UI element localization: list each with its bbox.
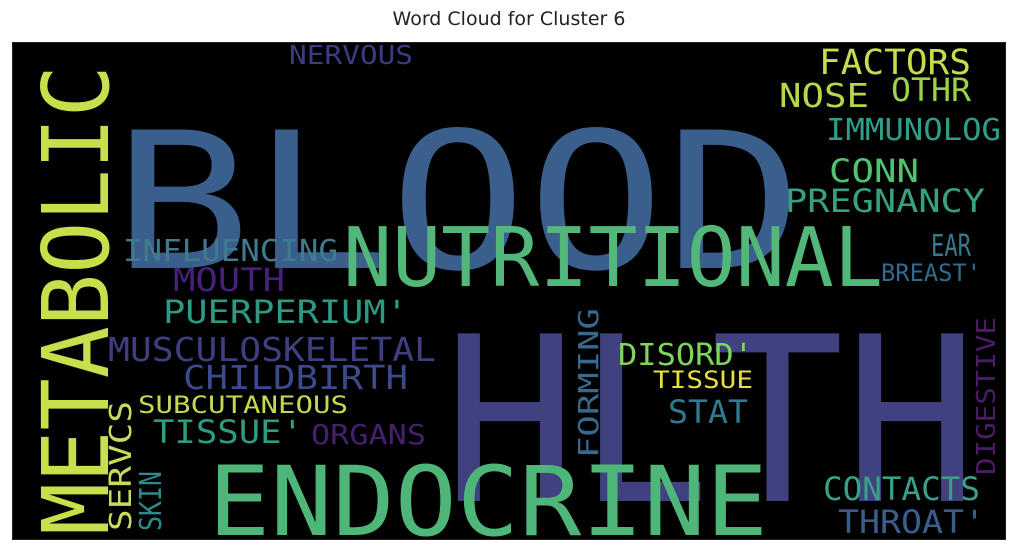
word-tissue: TISSUE' <box>153 413 303 451</box>
word-ear: EAR <box>931 229 972 264</box>
word-nose: NOSE <box>779 76 869 115</box>
word-othr: OTHR <box>891 71 972 109</box>
word-pregnancy: PREGNANCY <box>785 182 985 220</box>
word-nutritional: NUTRITIONAL <box>343 211 883 306</box>
word-hlth: HLTH <box>443 289 978 540</box>
word-disord: DISORD' <box>618 338 753 373</box>
word-organs: ORGANS <box>311 418 426 451</box>
word-cloud-canvas: BLOOD HLTH NUTRITIONAL ENDOCRINE METABOLIC MU… <box>12 42 1006 540</box>
word-immunolog: IMMUNOLOG <box>826 113 1001 148</box>
word-conn: CONN <box>829 152 919 190</box>
word-endocrine: ENDOCRINE <box>208 446 768 540</box>
word-skin: SKIN <box>134 471 169 531</box>
word-puerperium: PUERPERIUM' <box>163 293 408 331</box>
word-mouth: MOUTH <box>173 261 285 299</box>
word-influencing: INFLUENCING <box>123 234 338 269</box>
word-musculoskeletal: MUSCULOSKELETAL <box>108 330 436 369</box>
chart-title: Word Cloud for Cluster 6 <box>392 8 626 30</box>
word-stat: STAT <box>668 393 748 431</box>
word-breast: BREAST' <box>881 259 981 287</box>
word-contacts: CONTACTS <box>823 470 980 508</box>
word-forming: FORMING <box>572 308 605 458</box>
word-tissue: TISSUE <box>653 366 753 394</box>
word-digestive: DIGESTIVE <box>972 317 1002 475</box>
word-factors: FACTORS <box>819 43 971 83</box>
word-childbirth: CHILDBIRTH <box>183 358 408 397</box>
word-metabolic: METABOLIC <box>23 65 130 535</box>
word-nervous: NERVOUS <box>289 43 413 71</box>
word-throat: THROAT' <box>838 503 985 540</box>
word-subcutaneous: SUBCUTANEOUS <box>138 391 348 419</box>
word-servcs: SERVCS <box>104 401 139 531</box>
word-blood: BLOOD <box>113 92 803 313</box>
